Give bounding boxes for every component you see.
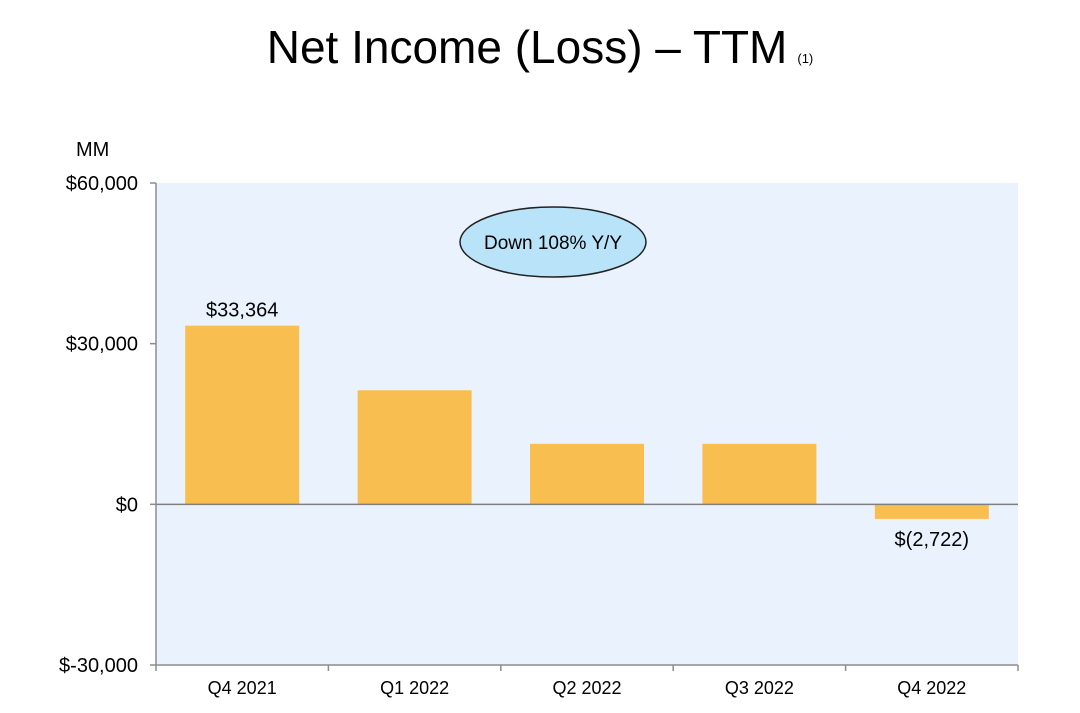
y-tick-label: $-30,000 <box>59 655 138 677</box>
callout-text: Down 108% Y/Y <box>484 233 622 254</box>
x-tick-label: Q4 2022 <box>897 678 966 698</box>
bar-q4-2022 <box>874 504 989 519</box>
y-tick-label: $60,000 <box>66 173 138 195</box>
title-footnote: (1) <box>797 51 814 66</box>
x-axis-ticks: Q4 2021 Q1 2022 Q2 2022 Q3 2022 Q4 2022 <box>155 665 1019 698</box>
unit-label: MM <box>76 139 110 161</box>
bar-q1-2022 <box>357 390 472 505</box>
data-label: $33,364 <box>206 300 278 322</box>
bars-group <box>185 325 989 519</box>
x-tick-label: Q1 2022 <box>380 678 449 698</box>
data-labels-group: $33,364 $(2,722) <box>206 300 969 551</box>
bar-q2-2022 <box>530 443 644 505</box>
callout: Down 108% Y/Y <box>459 206 647 278</box>
y-tick-label: $30,000 <box>66 334 138 356</box>
x-tick-label: Q4 2021 <box>208 678 277 698</box>
callout-ellipse <box>459 206 647 278</box>
y-tick-label: $0 <box>116 494 138 516</box>
bar-q3-2022 <box>702 443 817 505</box>
chart-title-text: Net Income (Loss) – TTM <box>266 21 788 73</box>
x-tick-label: Q3 2022 <box>725 678 794 698</box>
chart-title: Net Income (Loss) – TTM (1) <box>0 20 1080 74</box>
bar-q4-2021 <box>185 325 300 505</box>
x-tick-label: Q2 2022 <box>552 678 621 698</box>
y-axis-ticks: $60,000 $30,000 $0 $-30,000 <box>59 173 156 677</box>
data-label: $(2,722) <box>895 529 970 551</box>
